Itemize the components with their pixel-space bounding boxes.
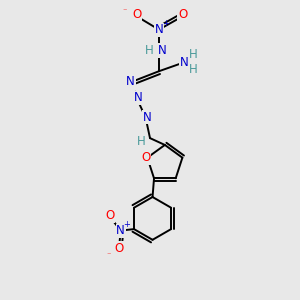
Text: ⁻: ⁻ (122, 6, 126, 15)
Text: N: N (180, 56, 189, 69)
Text: +: + (123, 220, 130, 229)
Text: H: H (137, 135, 146, 148)
Text: N: N (154, 23, 163, 36)
Text: O: O (141, 151, 151, 164)
Text: H: H (189, 63, 197, 76)
Text: N: N (126, 75, 135, 88)
Text: ⁻: ⁻ (106, 251, 111, 260)
Text: N: N (143, 111, 152, 124)
Text: O: O (115, 242, 124, 255)
Text: H: H (189, 48, 197, 62)
Text: O: O (106, 209, 115, 222)
Text: +: + (162, 19, 169, 28)
Text: O: O (132, 8, 141, 21)
Text: O: O (178, 8, 187, 21)
Text: N: N (134, 92, 142, 104)
Text: N: N (116, 224, 125, 237)
Text: N: N (158, 44, 166, 57)
Text: H: H (145, 44, 154, 57)
